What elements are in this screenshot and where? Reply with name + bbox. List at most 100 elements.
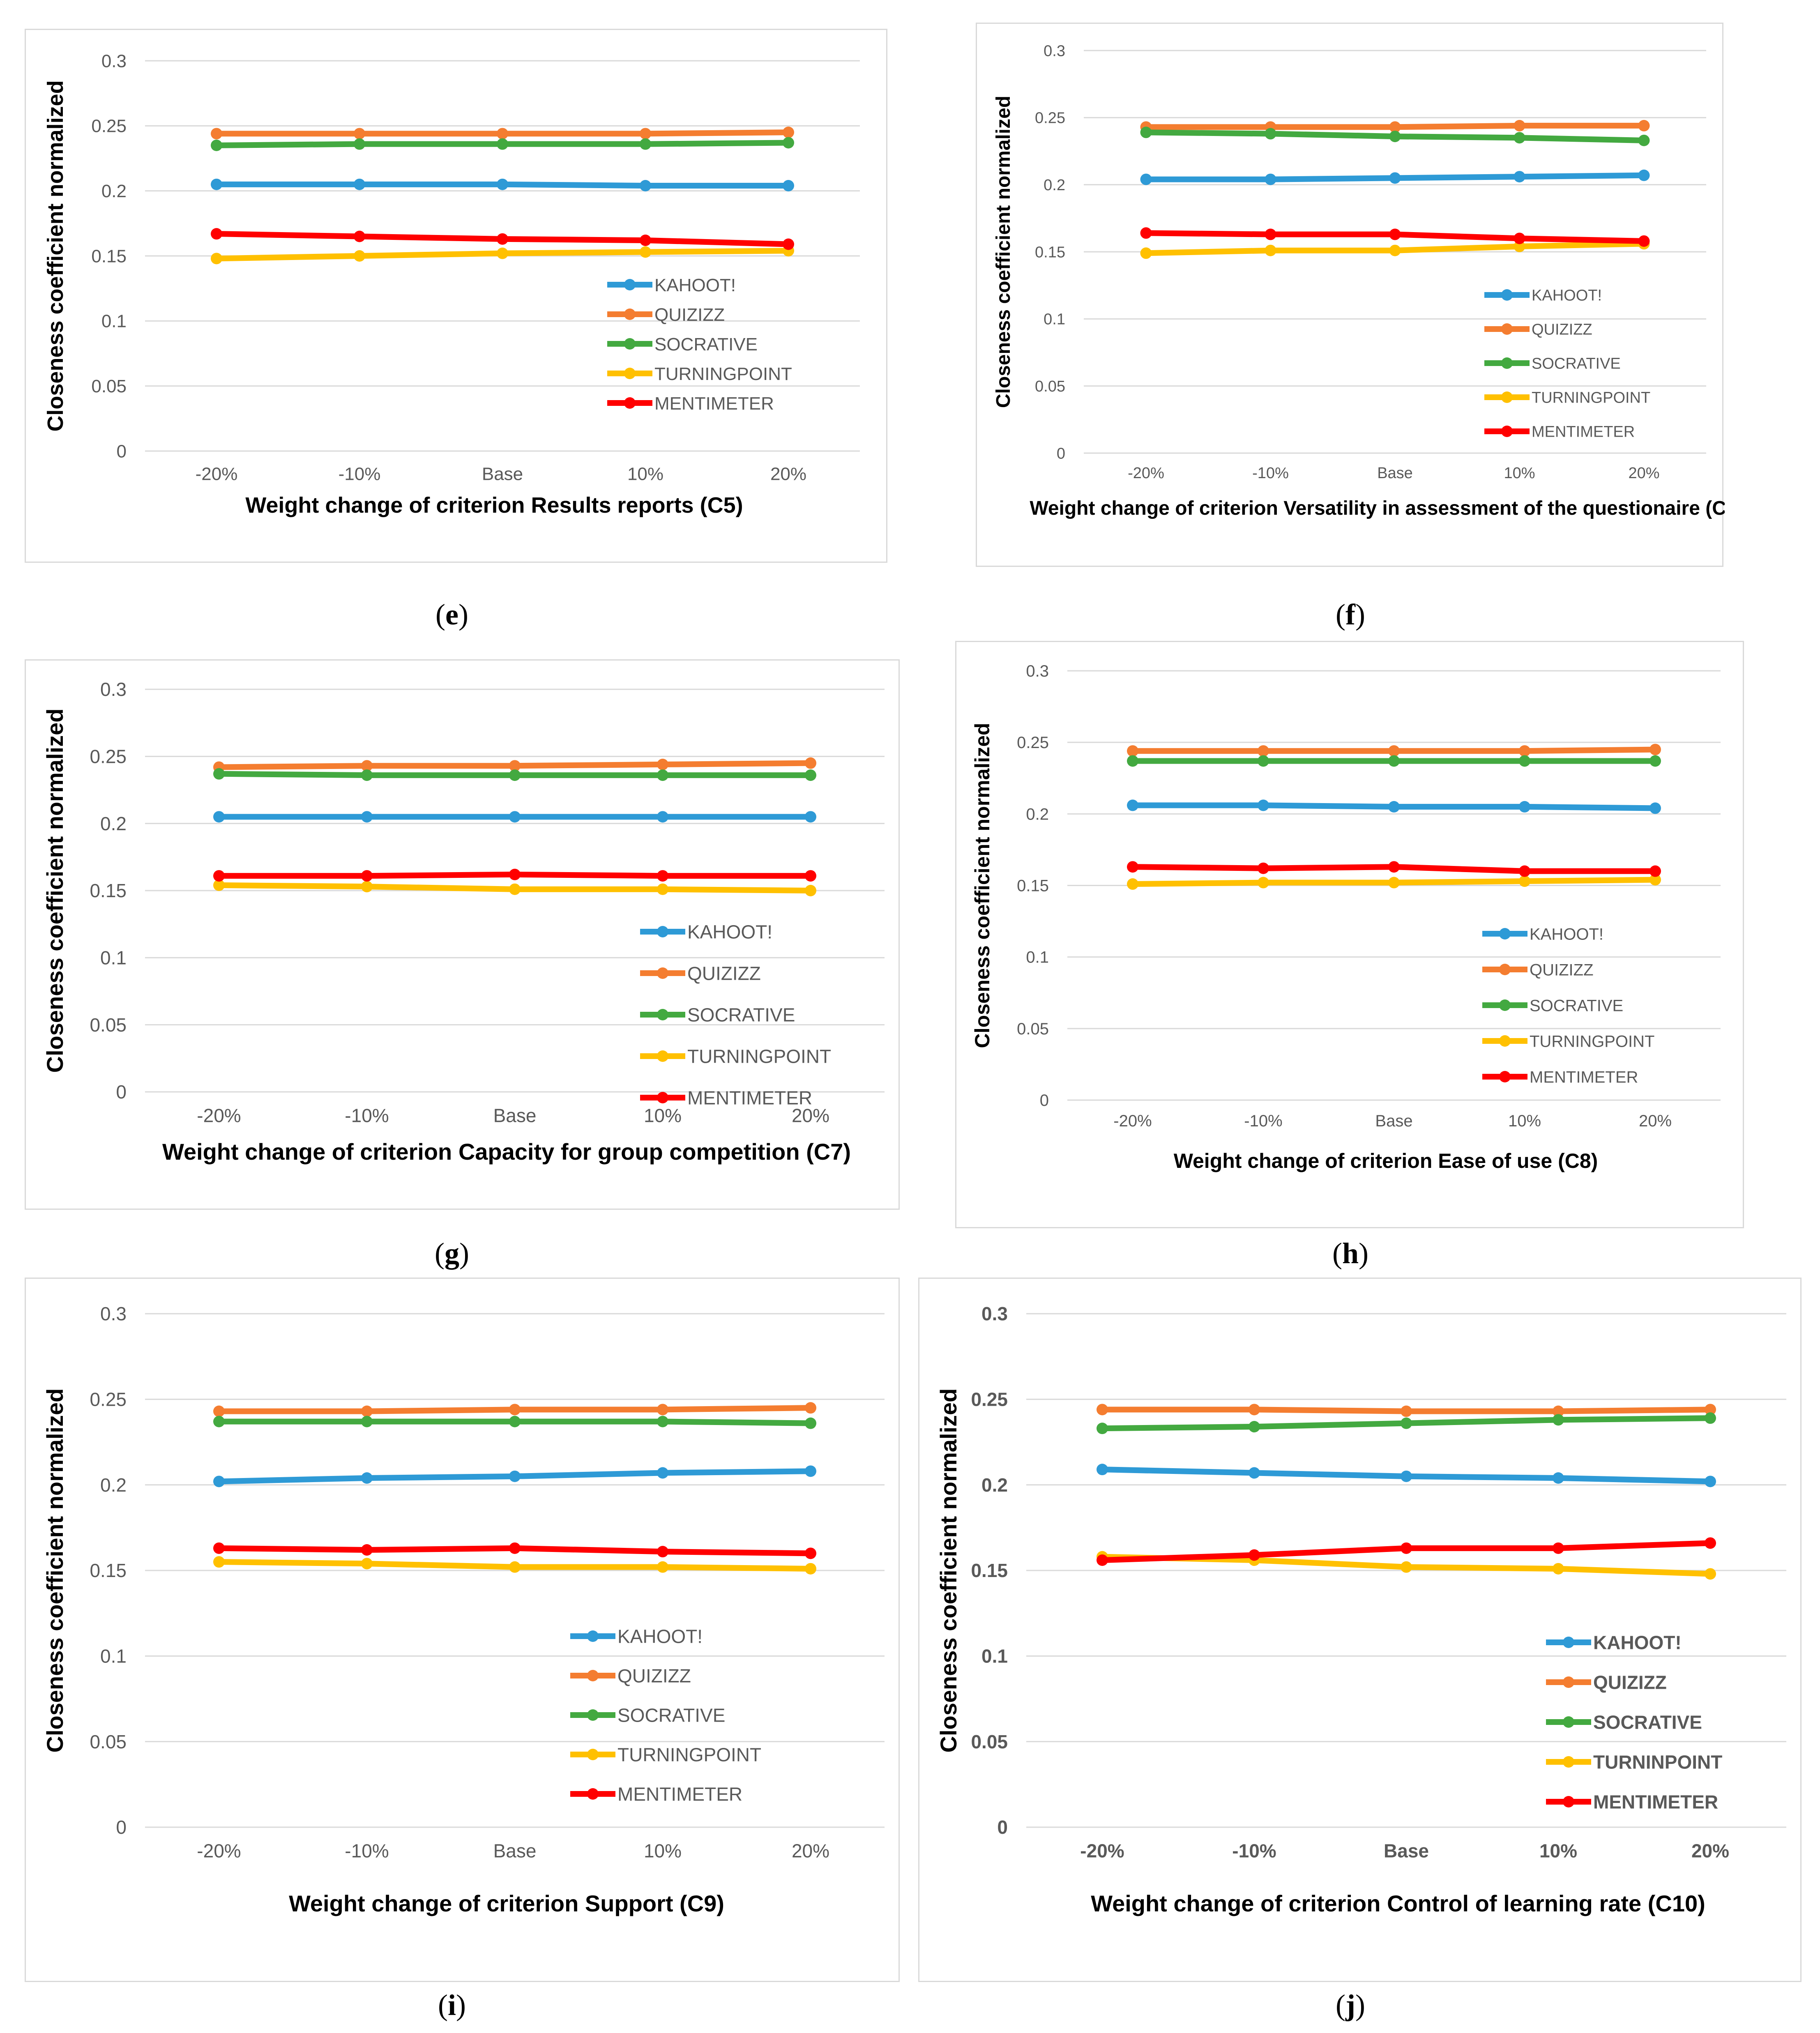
chart-e-xtick-label: 20% [770, 464, 806, 484]
chart-j-xtick-label: -10% [1232, 1840, 1276, 1862]
chart-e-yaxis-label: Closeness coefficient normalized [43, 80, 68, 431]
chart-f-data-point [1514, 132, 1525, 144]
chart-f-legend-marker [1501, 391, 1513, 403]
chart-i-data-point [509, 1561, 521, 1573]
caption-f: (f) [1336, 598, 1365, 631]
chart-f-data-point [1140, 247, 1152, 259]
chart-j-data-point [1705, 1537, 1716, 1549]
chart-h-data-point [1258, 877, 1269, 889]
chart-i-legend-marker [587, 1670, 599, 1681]
chart-f-legend-marker [1501, 426, 1513, 437]
chart-f-data-point [1638, 235, 1650, 247]
chart-j-xtick-label: Base [1384, 1840, 1429, 1862]
chart-f-data-point [1514, 120, 1525, 131]
chart-g-legend-marker [657, 967, 668, 979]
chart-j-data-point [1097, 1464, 1108, 1476]
chart-e-ytick-label: 0.15 [91, 246, 127, 266]
chart-f-legend-marker [1501, 289, 1513, 301]
chart-g-legend-marker [657, 1009, 668, 1020]
chart-f-legend-marker [1501, 323, 1513, 335]
chart-g-data-point [213, 870, 225, 882]
chart-e-ytick-label: 0.2 [101, 181, 127, 201]
chart-e-data-point [354, 128, 365, 140]
chart-i-data-point [509, 1416, 521, 1427]
chart-f-ytick-label: 0.2 [1044, 177, 1065, 194]
chart-j-data-point [1249, 1549, 1260, 1561]
chart-h-data-point [1519, 745, 1530, 757]
chart-j-xtick-label: -20% [1080, 1840, 1124, 1862]
chart-e-data-point [497, 138, 508, 150]
chart-j-ytick-label: 0 [997, 1817, 1008, 1838]
chart-e-data-point [783, 180, 794, 191]
chart-f-legend-label: MENTIMETER [1532, 424, 1635, 441]
chart-j-data-point [1705, 1568, 1716, 1580]
chart-f-xtick-label: -10% [1252, 465, 1289, 482]
chart-i-legend-label: MENTIMETER [617, 1784, 742, 1805]
caption-h: (h) [1332, 1237, 1368, 1270]
chart-g-data-point [805, 811, 816, 823]
chart-h-xtick-label: -20% [1113, 1112, 1152, 1130]
chart-i-data-point [657, 1561, 668, 1573]
chart-j-data-point [1553, 1414, 1564, 1426]
chart-e-data-point [783, 127, 794, 138]
chart-i-legend-label: KAHOOT! [617, 1626, 703, 1647]
chart-i-legend-marker [587, 1709, 599, 1721]
chart-e-ytick-label: 0.05 [91, 376, 127, 396]
chart-f-data-point [1389, 172, 1401, 184]
chart-f-data-point [1514, 233, 1525, 244]
chart-g-data-point [361, 870, 373, 882]
chart-f-ytick-label: 0.15 [1035, 244, 1065, 261]
chart-i-data-point [213, 1416, 225, 1427]
chart-i-yaxis-label: Closeness coefficient normalized [42, 1388, 68, 1753]
chart-f-yaxis-label: Closeness coefficient normalized [993, 96, 1014, 408]
chart-e-data-point [640, 246, 651, 258]
chart-e-ytick-label: 0 [117, 441, 127, 461]
chart-h-data-point [1258, 755, 1269, 767]
chart-j-data-point [1097, 1554, 1108, 1566]
chart-f-legend-label: SOCRATIVE [1532, 355, 1621, 373]
chart-j-legend-label: MENTIMETER [1593, 1791, 1718, 1813]
chart-i-data-point [657, 1416, 668, 1427]
chart-f-ytick-label: 0.25 [1035, 110, 1065, 127]
chart-g-xtick-label: -20% [197, 1105, 241, 1126]
chart-i-data-point [805, 1465, 816, 1477]
chart-h-data-point [1388, 745, 1400, 757]
chart-f-data-point [1638, 120, 1650, 131]
chart-j-data-point [1097, 1423, 1108, 1434]
chart-h-legend-label: TURNINGPOINT [1530, 1032, 1654, 1050]
chart-f-data-point [1140, 227, 1152, 239]
chart-g-ytick-label: 0.1 [100, 947, 127, 968]
chart-e-ytick-label: 0.3 [101, 51, 127, 71]
chart-f-data-point [1389, 244, 1401, 256]
chart-f-xtick-label: Base [1377, 465, 1413, 482]
chart-e-data-point [354, 138, 365, 150]
chart-panel-e: 0 0.05 0.1 0.15 0.2 0.25 0.3 -20% -10% Base 10% 20%… [25, 29, 887, 563]
chart-h-data-point [1388, 877, 1400, 889]
chart-i-legend-marker [587, 1630, 599, 1642]
chart-i-ytick-label: 0.05 [90, 1731, 127, 1752]
chart-j-data-point [1249, 1404, 1260, 1416]
chart-h-ytick-label: 0.05 [1017, 1020, 1049, 1038]
chart-h-legend-label: KAHOOT! [1530, 925, 1603, 943]
chart-e-legend-label: TURNINGPOINT [654, 364, 792, 384]
chart-f-xtick-label: -20% [1128, 465, 1164, 482]
chart-g-xtick-label: -10% [345, 1105, 389, 1126]
chart-h-yaxis-label: Closeness coefficient normalized [971, 723, 994, 1048]
chart-i-ytick-label: 0 [116, 1817, 127, 1838]
chart-h-data-point [1127, 745, 1138, 757]
chart-h-xtick-label: Base [1375, 1112, 1412, 1130]
chart-h-data-point [1650, 744, 1661, 755]
chart-i-xtick-label: Base [493, 1840, 537, 1862]
chart-h-data-point [1127, 799, 1138, 811]
chart-h-legend-marker [1499, 928, 1511, 939]
chart-i-data-point [805, 1563, 816, 1575]
chart-i-ytick-label: 0.3 [100, 1303, 127, 1324]
chart-i-data-point [361, 1416, 373, 1427]
chart-g-legend-label: SOCRATIVE [687, 1004, 795, 1026]
chart-g-xtick-label: 10% [644, 1105, 682, 1126]
chart-h-ytick-label: 0 [1040, 1091, 1049, 1110]
chart-f-data-point [1389, 228, 1401, 240]
chart-f-legend-label: KAHOOT! [1532, 287, 1602, 304]
chart-h-data-point [1519, 865, 1530, 877]
chart-e-data-point [211, 139, 222, 151]
